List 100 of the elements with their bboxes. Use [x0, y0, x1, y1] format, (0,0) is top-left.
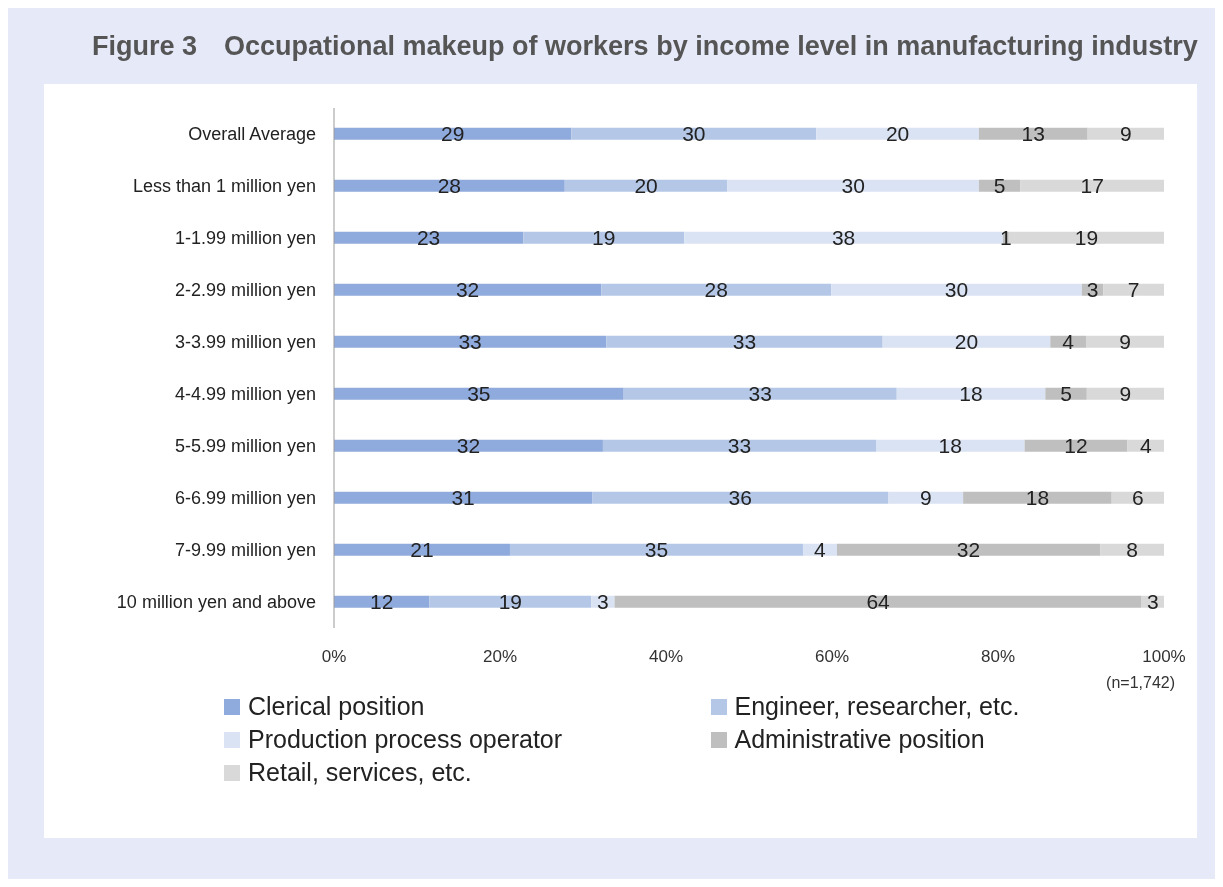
bar: [882, 335, 1051, 348]
data-label: 17: [1080, 174, 1104, 198]
bar: [601, 283, 832, 296]
bar: [1020, 179, 1164, 192]
bar: [727, 179, 979, 192]
y-tick-label: 2-2.99 million yen: [174, 280, 316, 301]
data-label: 33: [748, 382, 772, 406]
data-label: 30: [944, 278, 969, 302]
data-label: 8: [1126, 538, 1138, 562]
data-label: 4: [814, 538, 827, 562]
data-label: 4: [1139, 434, 1152, 458]
bar: [571, 127, 817, 140]
x-tick-label: 60%: [814, 647, 850, 667]
bar: [1087, 127, 1164, 140]
bar: [334, 127, 572, 140]
data-label: 32: [456, 434, 481, 458]
bar: [1085, 335, 1164, 348]
data-label: 31: [451, 486, 475, 510]
bar: [334, 387, 624, 400]
data-label: 28: [437, 174, 462, 198]
bar: [334, 543, 510, 556]
data-label: 9: [1119, 122, 1132, 146]
bar: [334, 335, 607, 348]
bar: [963, 491, 1112, 504]
data-label: 9: [1119, 330, 1131, 354]
data-label: 12: [370, 590, 394, 614]
legend-label: Administrative position: [734, 725, 985, 754]
data-label: 36: [728, 486, 752, 510]
data-label: 35: [467, 382, 491, 406]
bar: [602, 439, 876, 452]
bar: [888, 491, 964, 504]
bar: [816, 127, 979, 140]
bar: [684, 231, 1003, 244]
bar: [429, 595, 592, 608]
data-label: 9: [1119, 382, 1132, 406]
data-label: 30: [682, 122, 706, 146]
bar: [896, 387, 1046, 400]
data-label: 9: [919, 486, 932, 510]
y-tick-label: 10 million yen and above: [116, 592, 316, 613]
data-label: 29: [441, 122, 465, 146]
bar: [614, 595, 1142, 608]
data-label: 3: [597, 590, 609, 614]
data-label: 32: [956, 538, 981, 562]
legend-label: Engineer, researcher, etc.: [734, 692, 1020, 721]
data-label: 6: [1132, 486, 1144, 510]
data-label: 35: [644, 538, 669, 562]
data-label: 19: [1074, 226, 1099, 250]
y-tick-label: Less than 1 million yen: [132, 176, 316, 197]
data-label: 28: [704, 278, 728, 302]
y-tick-label: 5-5.99 million yen: [174, 436, 316, 457]
data-label: 20: [634, 174, 658, 198]
legend-label: Clerical position: [248, 692, 425, 721]
bar: [334, 179, 565, 192]
data-label: 64: [866, 590, 891, 614]
data-label: 23: [416, 226, 441, 250]
bar: [1024, 439, 1128, 452]
y-tick-label: 1-1.99 million yen: [174, 228, 316, 249]
data-label: 12: [1064, 434, 1088, 458]
x-tick-label: 40%: [648, 647, 684, 667]
legend-label: Retail, services, etc.: [248, 758, 472, 787]
data-label: 32: [455, 278, 480, 302]
data-label: 30: [841, 174, 865, 198]
data-label: 38: [831, 226, 856, 250]
data-label: 5: [1060, 382, 1072, 406]
data-label: 18: [959, 382, 983, 406]
data-label: 4: [1062, 330, 1075, 354]
data-label: 20: [885, 122, 910, 146]
data-label: 7: [1127, 278, 1140, 302]
data-label: 21: [410, 538, 434, 562]
x-tick-label: 0%: [321, 647, 347, 667]
y-tick-label: 6-6.99 million yen: [174, 488, 316, 509]
data-label: 3: [1086, 278, 1099, 302]
x-tick-label: 100%: [1142, 647, 1186, 667]
data-label: 33: [458, 330, 482, 354]
chart-title: Figure 3 Occupational makeup of workers by income level in manufacturing industry: [92, 30, 1199, 63]
bar: [523, 231, 685, 244]
bar: [334, 491, 593, 504]
bar: [334, 231, 524, 244]
bar: [1103, 283, 1164, 296]
x-tick-label: 20%: [482, 647, 518, 667]
data-label: 13: [1021, 122, 1045, 146]
data-label: 3: [1146, 590, 1159, 614]
bar: [564, 179, 728, 192]
data-label: 19: [592, 226, 616, 250]
bar: [623, 387, 897, 400]
data-label: 18: [1025, 486, 1050, 510]
bar: [509, 543, 803, 556]
data-label: 33: [727, 434, 752, 458]
bar: [875, 439, 1025, 452]
bar: [606, 335, 883, 348]
bar: [334, 439, 603, 452]
y-tick-label: 3-3.99 million yen: [174, 332, 316, 353]
data-label: 18: [938, 434, 962, 458]
bar: [1086, 387, 1164, 400]
y-tick-label: Overall Average: [188, 124, 316, 145]
bar: [334, 283, 602, 296]
y-tick-label: 7-9.99 million yen: [174, 540, 316, 561]
data-label: 5: [993, 174, 1006, 198]
bar: [978, 127, 1088, 140]
y-tick-label: 4-4.99 million yen: [174, 384, 316, 405]
